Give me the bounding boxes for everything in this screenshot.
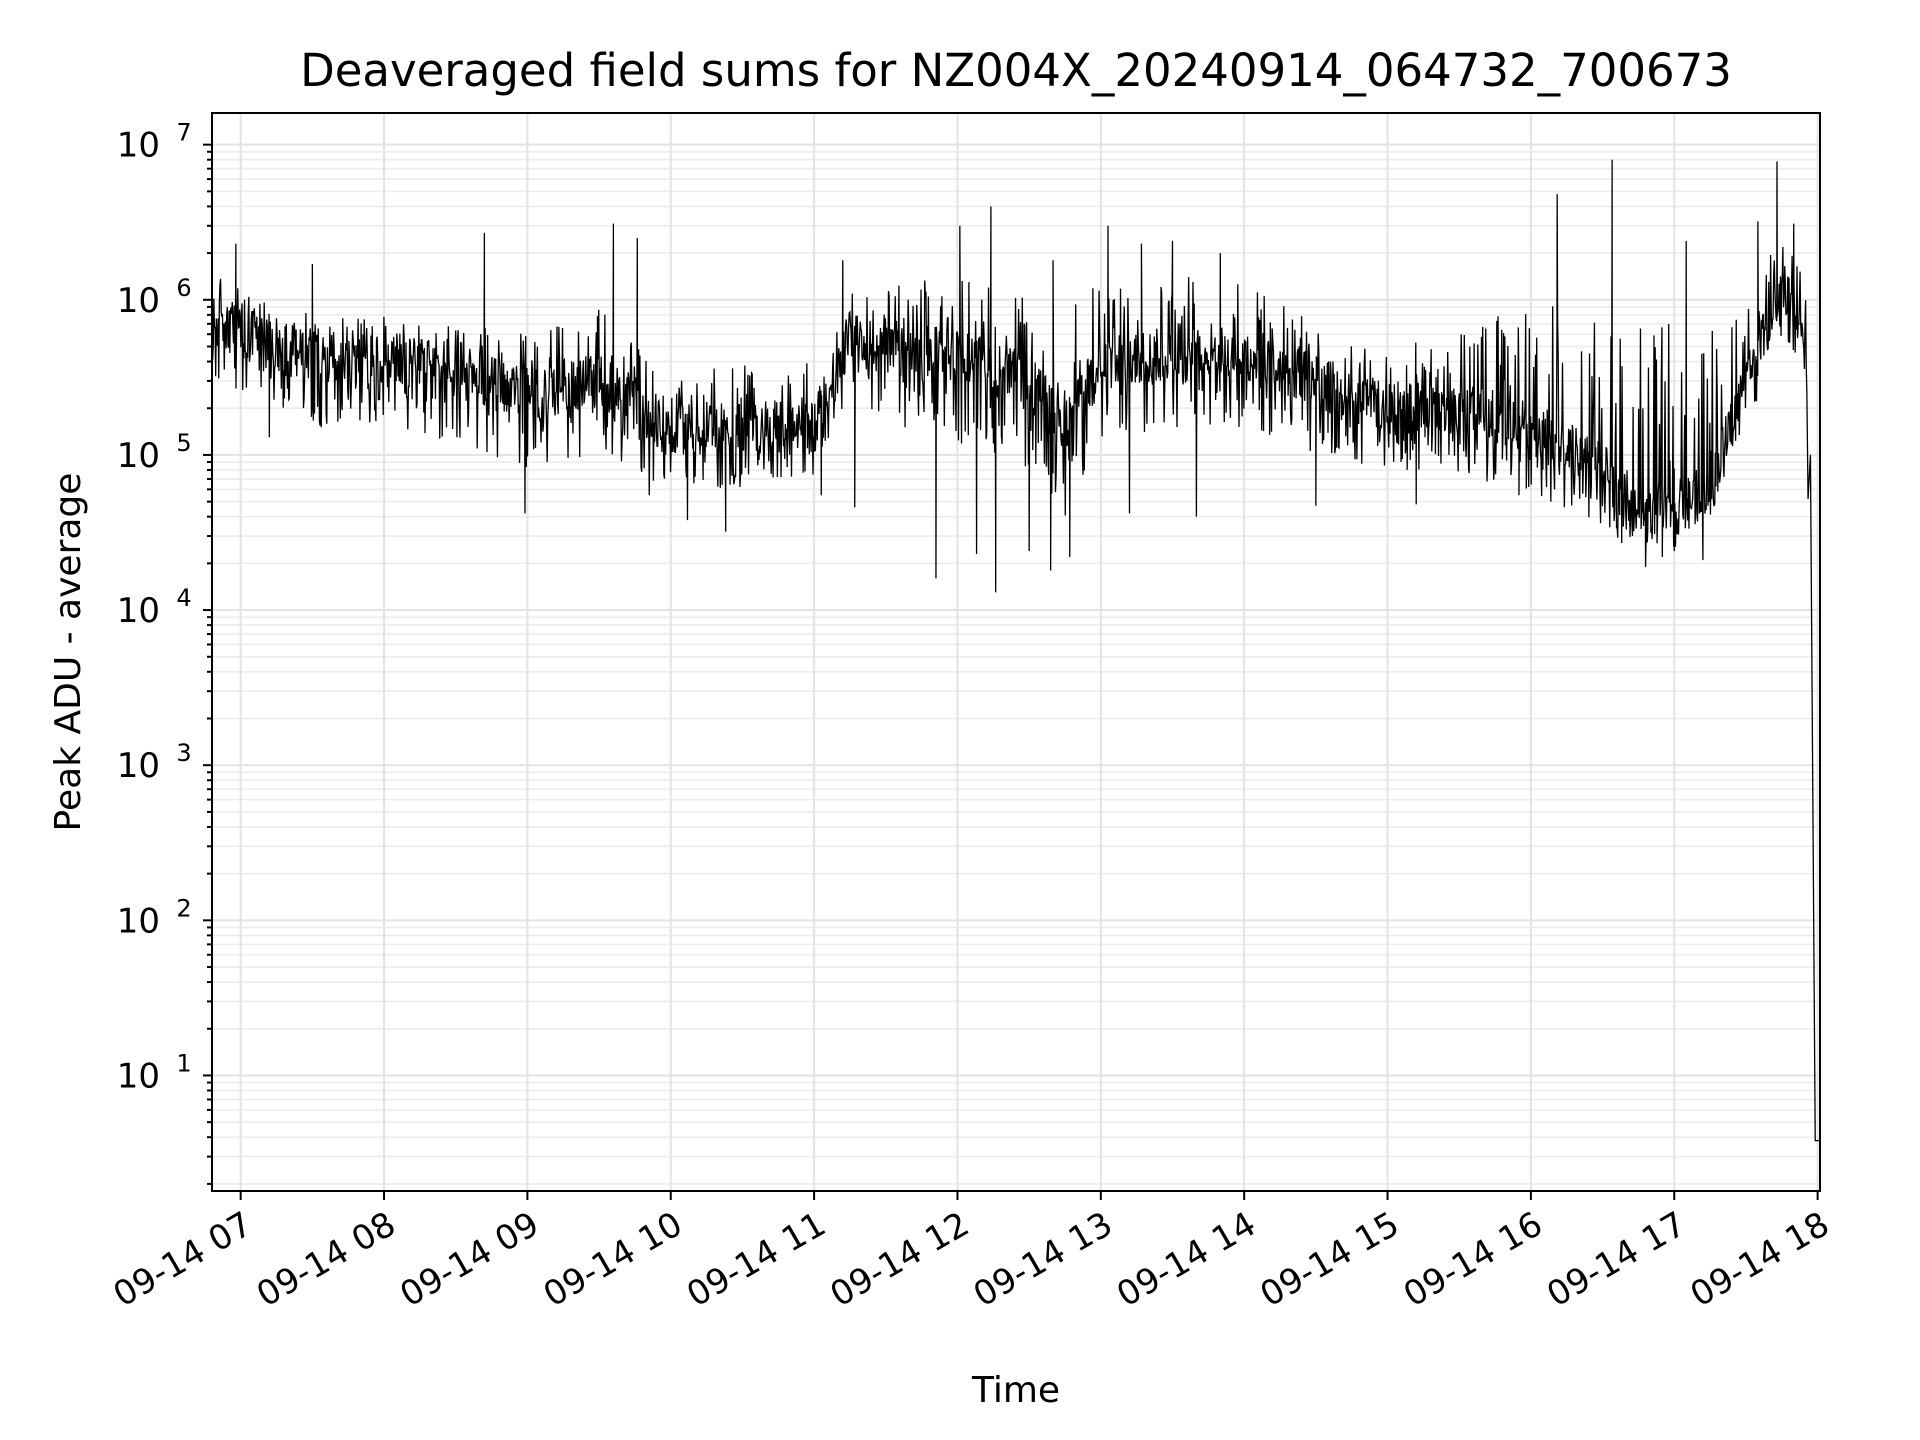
x-tick-label: 09-14 11 [680,1204,832,1315]
x-tick-label: 09-14 12 [824,1204,976,1315]
y-tick-label: 10 [117,901,160,941]
y-tick-exponent: 1 [176,1049,191,1077]
y-axis-label: Peak ADU - average [48,473,89,832]
y-tick-exponent: 6 [176,274,191,302]
y-tick-label: 10 [117,126,160,166]
grid-lines [212,113,1820,1191]
x-tick-label: 09-14 18 [1684,1204,1836,1315]
y-tick-exponent: 4 [176,584,191,612]
y-tick-label: 10 [117,436,160,476]
plot-area [211,159,1820,1142]
y-tick-label: 10 [117,591,160,631]
y-tick-label: 10 [117,281,160,321]
x-tick-label: 09-14 17 [1540,1204,1692,1315]
x-tick-label: 09-14 14 [1110,1204,1262,1315]
y-tick-exponent: 7 [176,119,191,147]
x-tick-label: 09-14 10 [537,1204,689,1315]
series-line [211,159,1820,1142]
x-axis-label: Time [971,1370,1060,1411]
y-tick-label: 10 [117,746,160,786]
x-tick-label: 09-14 07 [107,1204,259,1315]
y-tick-exponent: 5 [176,429,191,457]
y-tick-exponent: 3 [176,739,191,767]
plot-frame [211,112,1821,1192]
y-tick-label: 10 [117,1056,160,1096]
x-tick-label: 09-14 09 [393,1204,545,1315]
x-tick-label: 09-14 08 [250,1204,402,1315]
y-tick-exponent: 2 [176,894,191,922]
x-tick-label: 09-14 13 [967,1204,1119,1315]
y-axis-ticks: 10 1 10 2 10 3 10 4 10 5 10 6 10 7 [117,119,212,1185]
x-tick-label: 09-14 16 [1397,1204,1549,1315]
chart-title: Deaveraged field sums for NZ004X_2024091… [300,44,1732,97]
x-tick-label: 09-14 15 [1254,1204,1406,1315]
